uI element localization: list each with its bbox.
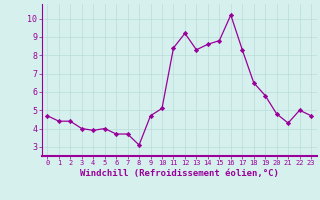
X-axis label: Windchill (Refroidissement éolien,°C): Windchill (Refroidissement éolien,°C): [80, 169, 279, 178]
